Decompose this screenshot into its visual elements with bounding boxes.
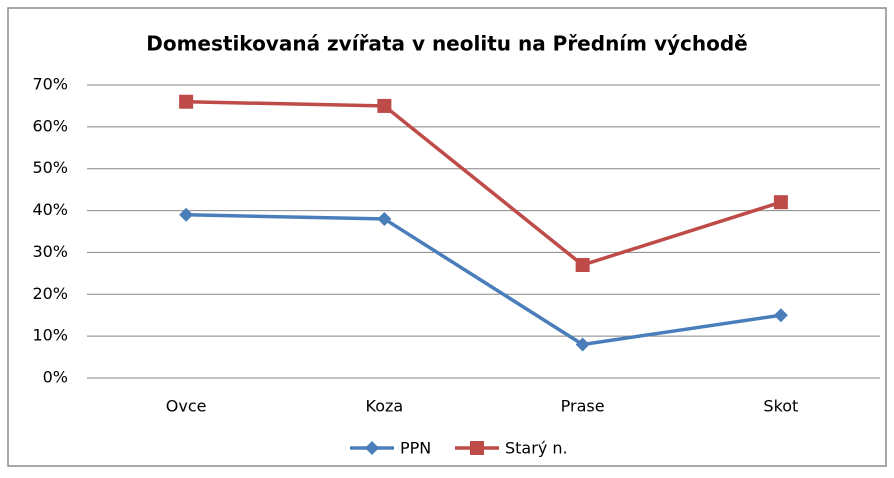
y-tick-label: 30% [32, 242, 68, 261]
series-line [186, 213, 782, 347]
marker [773, 308, 788, 323]
x-tick-label: Prase [561, 397, 605, 416]
y-tick-label: 40% [32, 200, 68, 219]
legend-marker [365, 441, 379, 455]
legend-marker [470, 441, 484, 455]
chart-title: Domestikovaná zvířata v neolitu na Předn… [146, 32, 748, 56]
y-tick-label: 0% [43, 368, 68, 387]
y-tick-label: 60% [32, 116, 68, 135]
marker [773, 195, 788, 210]
chart-border [7, 7, 887, 467]
legend-label: Starý n. [505, 439, 568, 458]
x-tick-label: Ovce [166, 397, 207, 416]
marker [377, 211, 392, 226]
marker [575, 337, 590, 352]
marker [575, 257, 590, 272]
y-tick-label: 20% [32, 284, 68, 303]
x-tick-label: Skot [763, 397, 798, 416]
y-tick-label: 10% [32, 326, 68, 345]
marker [179, 94, 194, 109]
x-tick-label: Koza [366, 397, 404, 416]
legend-label: PPN [400, 439, 431, 458]
marker [179, 207, 194, 222]
marker [377, 98, 392, 113]
y-tick-label: 50% [32, 158, 68, 177]
series-line [186, 99, 782, 267]
y-tick-label: 70% [32, 75, 68, 94]
